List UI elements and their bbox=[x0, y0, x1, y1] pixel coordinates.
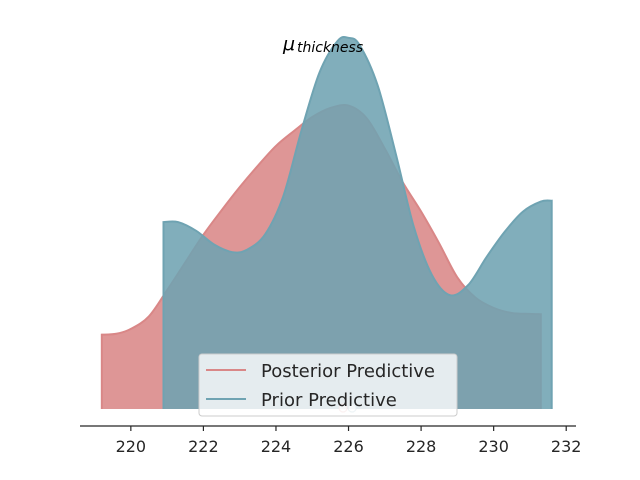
x-tick-label: 224 bbox=[261, 437, 292, 456]
x-tick-label: 232 bbox=[551, 437, 582, 456]
x-ticks: 220 222 224 226 228 230 232 bbox=[116, 426, 582, 456]
chart-title: μ thickness bbox=[282, 33, 363, 56]
x-tick-label: 222 bbox=[188, 437, 219, 456]
x-tick-label: 220 bbox=[116, 437, 147, 456]
legend-box bbox=[198, 353, 458, 417]
legend: Posterior Predictive Prior Predictive bbox=[198, 353, 458, 417]
series-line-prior bbox=[162, 35, 553, 409]
title-symbol: μ bbox=[282, 33, 295, 55]
x-axis: 220 222 224 226 228 230 232 bbox=[80, 425, 582, 456]
x-tick-label: 226 bbox=[333, 437, 364, 456]
legend-label-posterior: Posterior Predictive bbox=[261, 361, 435, 382]
series-areas bbox=[100, 35, 553, 409]
x-tick-label: 230 bbox=[478, 437, 509, 456]
series-area-prior bbox=[163, 36, 552, 409]
legend-label-prior: Prior Predictive bbox=[261, 390, 397, 411]
x-tick-label: 228 bbox=[406, 437, 437, 456]
title-subscript: thickness bbox=[297, 40, 363, 56]
